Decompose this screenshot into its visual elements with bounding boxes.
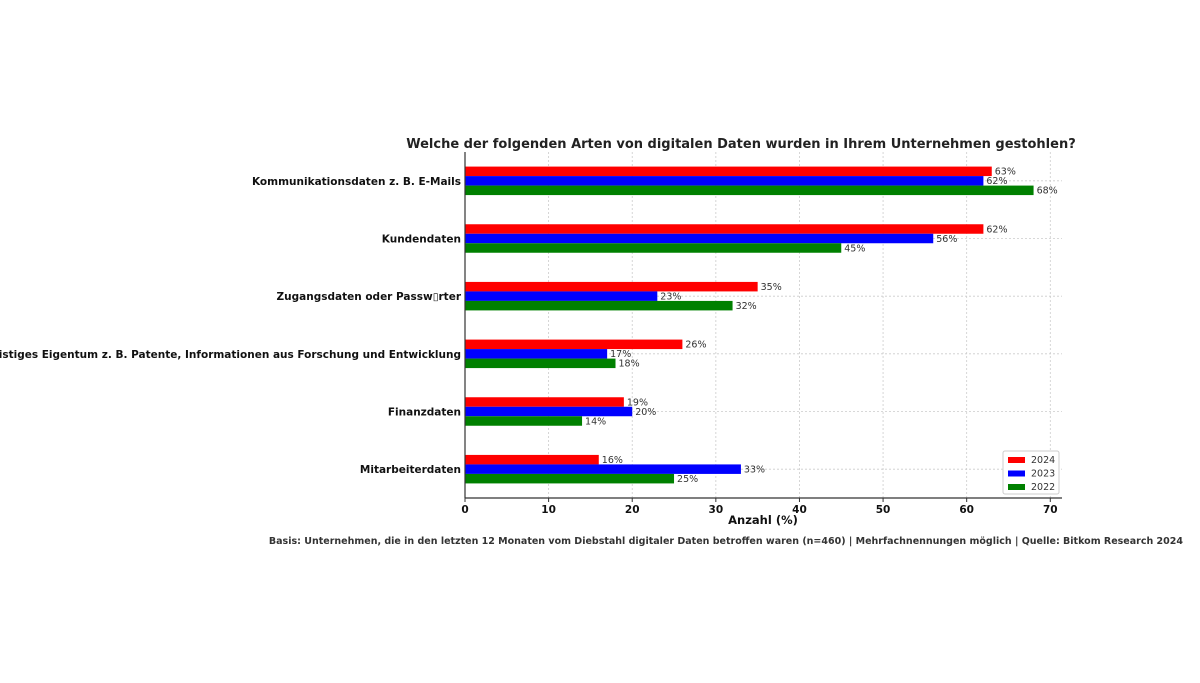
- data-label: 17%: [610, 349, 631, 360]
- legend-label: 2024: [1031, 455, 1055, 466]
- bar-2022: [465, 300, 733, 311]
- data-label: 23%: [660, 291, 681, 302]
- data-label: 19%: [627, 397, 648, 408]
- bar-2022: [465, 473, 675, 484]
- bar-2024: [465, 224, 984, 234]
- data-label: 32%: [736, 301, 757, 312]
- bar-2024: [465, 397, 624, 407]
- data-label: 25%: [677, 474, 698, 485]
- legend-label: 2022: [1031, 482, 1055, 493]
- data-label: 62%: [986, 176, 1007, 187]
- legend-swatch-2022: [1008, 484, 1025, 490]
- x-tick-label: 0: [461, 504, 468, 516]
- bar-2024: [465, 166, 992, 177]
- axes: 0 10 20 30 40 50 60 70 Kommunikationsdaten z. B.…: [0, 152, 1062, 516]
- data-label: 62%: [986, 224, 1007, 235]
- data-label: 20%: [635, 407, 656, 418]
- category-label: Mitarbeiterdaten: [360, 464, 461, 476]
- legend-label: 2023: [1031, 469, 1055, 480]
- category-label: Geistiges Eigentum z. B. Patente, Inform…: [0, 349, 461, 361]
- bar-2023: [465, 176, 984, 186]
- data-label: 63%: [995, 167, 1016, 178]
- x-tick-label: 60: [959, 504, 974, 516]
- x-tick-label: 10: [541, 504, 556, 516]
- category-label: Finanzdaten: [388, 407, 461, 419]
- data-label: 35%: [761, 282, 782, 293]
- x-tick-label: 50: [876, 504, 891, 516]
- legend: 2024 2023 2022: [1002, 450, 1060, 495]
- bar-2023: [465, 291, 658, 301]
- category-label: Zugangsdaten oder Passw▯rter: [277, 291, 462, 303]
- bar-2022: [465, 185, 1034, 196]
- bar-2024: [465, 454, 599, 465]
- bar-2022: [465, 416, 583, 426]
- bar-2023: [465, 233, 934, 244]
- data-label: 56%: [936, 234, 957, 245]
- x-tick-label: 70: [1043, 504, 1058, 516]
- data-label: 68%: [1037, 186, 1058, 197]
- footnote: Basis: Unternehmen, die in den letzten 1…: [269, 536, 1183, 547]
- legend-swatch-2024: [1008, 457, 1025, 463]
- x-tick-label: 30: [709, 504, 724, 516]
- bar-2022: [465, 358, 616, 369]
- bar-2022: [465, 243, 842, 253]
- bar-2024: [465, 281, 758, 292]
- data-label: 33%: [744, 464, 765, 475]
- bar-2023: [465, 349, 608, 359]
- x-tick-label: 40: [792, 504, 807, 516]
- category-label: Kommunikationsdaten z. B. E-Mails: [252, 176, 461, 188]
- bar-2023: [465, 464, 741, 474]
- data-label: 16%: [602, 455, 623, 466]
- data-label: 45%: [844, 243, 865, 254]
- legend-swatch-2023: [1008, 470, 1025, 477]
- category-label: Kundendaten: [382, 234, 461, 246]
- bar-2023: [465, 406, 633, 417]
- grid: [464, 152, 1062, 498]
- bars: 63%62%68%62%56%45%35%23%32%26%17%18%19%2…: [465, 166, 1058, 485]
- x-axis-label: Anzahl (%): [728, 513, 798, 527]
- bar-2024: [465, 339, 683, 350]
- data-label: 26%: [685, 340, 706, 351]
- x-tick-label: 20: [625, 504, 640, 516]
- chart-title: Welche der folgenden Arten von digitalen…: [406, 137, 1076, 152]
- data-label: 18%: [619, 359, 640, 370]
- data-label: 14%: [585, 416, 606, 427]
